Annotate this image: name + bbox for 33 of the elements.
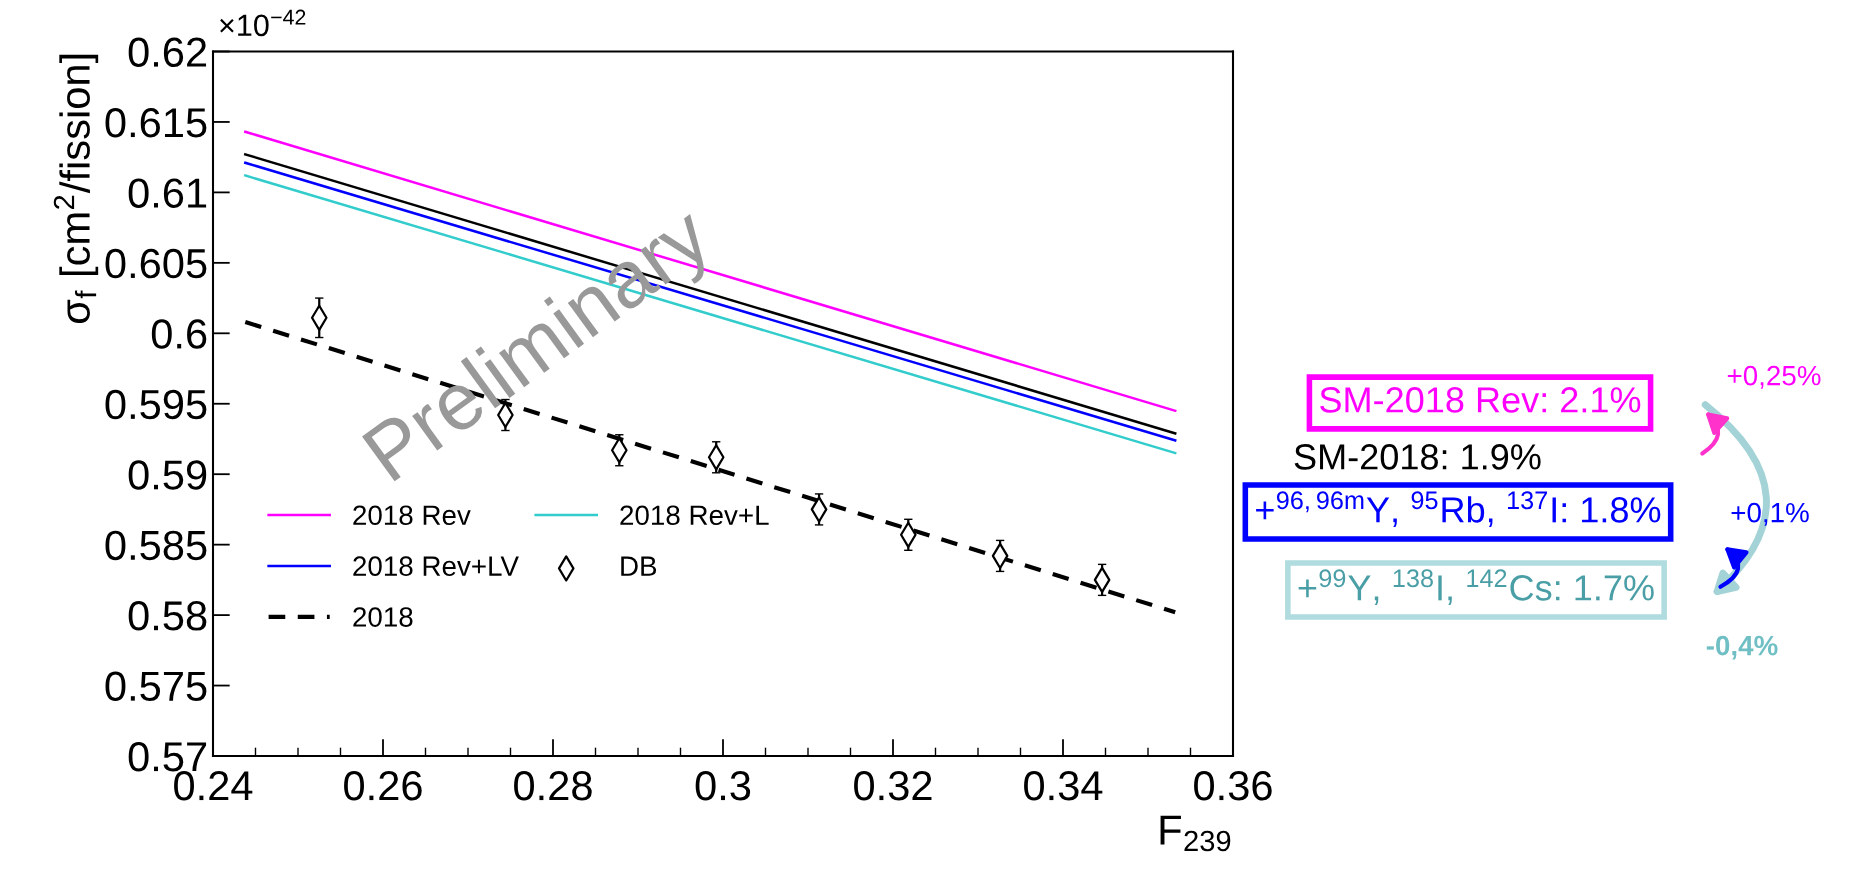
y-tick-label: 0.575: [105, 671, 207, 702]
text: +$^{96,96m}$Y, $^{95}$Rb, $^{137}$I: 1.8%: [1256, 491, 1661, 527]
y-tick-label: 0.61: [128, 178, 207, 208]
x-tick-label: 0.36: [1194, 770, 1272, 801]
text: ×10$^{−42}$: [220, 9, 306, 37]
y-tick-label: 0.59: [128, 460, 207, 490]
y-tick-label: 0.57: [128, 742, 207, 772]
legend-label: 2018 Rev+LV: [353, 556, 519, 576]
text: SM-2018: 1.9%: [1294, 444, 1541, 470]
y-tick-label: 0.615: [105, 107, 207, 138]
text: +0,1%: [1731, 502, 1809, 526]
y-tick-label: 0.605: [105, 248, 207, 279]
x-tick-label: 0.3: [695, 770, 751, 801]
y-tick-label: 0.6: [151, 319, 207, 349]
legend-label: 2018 Rev+L: [620, 505, 769, 526]
x-tick-label: 0.28: [514, 770, 592, 801]
legend-label: 2018 Rev: [353, 505, 471, 526]
y-tick-label: 0.585: [105, 530, 207, 561]
text: -0,4%: [1706, 635, 1778, 660]
x-axis-title: F$_{239}$: [1160, 815, 1231, 852]
y-tick-label: 0.62: [128, 37, 207, 68]
legend-label: DB: [621, 556, 657, 576]
y-axis-title: σ$_{f}$ [cm$^{2}$/fission]: [53, 54, 99, 324]
y-tick-label: 0.58: [128, 601, 207, 631]
text: +$^{99}$Y, $^{138}$I, $^{142}$Cs: 1.7%: [1298, 569, 1654, 605]
x-tick-label: 0.24: [174, 770, 253, 801]
x-tick-label: 0.34: [1024, 770, 1103, 801]
y-tick-label: 0.595: [105, 389, 207, 420]
legend-label: 2018: [353, 607, 413, 627]
x-tick-label: 0.32: [854, 770, 932, 801]
text: +0,25%: [1727, 365, 1821, 389]
text: SM-2018 Rev: 2.1%: [1320, 387, 1641, 413]
x-tick-label: 0.26: [344, 770, 422, 801]
